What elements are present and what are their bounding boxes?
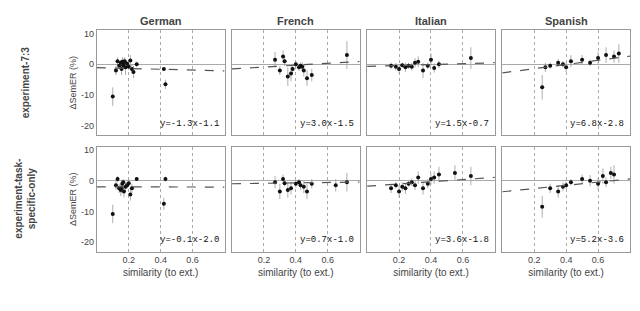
svg-text:similarity (to ext.): similarity (to ext.): [393, 267, 469, 278]
svg-text:0.6: 0.6: [186, 255, 199, 265]
svg-text:0.2: 0.2: [393, 255, 406, 265]
svg-text:y=0.7x-1.0: y=0.7x-1.0: [300, 235, 354, 245]
svg-text:10: 10: [84, 29, 94, 39]
svg-text:ΔSemER (%): ΔSemER (%): [68, 172, 78, 226]
svg-text:similarity (to ext.): similarity (to ext.): [123, 267, 199, 278]
svg-text:y=1.5x-0.7: y=1.5x-0.7: [435, 119, 489, 129]
svg-text:0.2: 0.2: [528, 255, 541, 265]
svg-text:0.2: 0.2: [258, 255, 271, 265]
svg-text:German: German: [140, 15, 182, 27]
svg-text:y=-1.3x-1.1: y=-1.3x-1.1: [160, 119, 219, 129]
svg-text:y=-0.1x-2.0: y=-0.1x-2.0: [160, 235, 219, 245]
svg-text:-10: -10: [81, 90, 94, 100]
svg-text:experiment-7:3: experiment-7:3: [20, 47, 31, 119]
svg-text:0.2: 0.2: [122, 255, 135, 265]
svg-text:0.6: 0.6: [457, 255, 470, 265]
svg-text:0.4: 0.4: [425, 255, 438, 265]
svg-text:0.4: 0.4: [560, 255, 573, 265]
svg-text:0: 0: [89, 59, 94, 69]
svg-text:similarity (to ext.): similarity (to ext.): [528, 267, 604, 278]
svg-text:similarity (to ext.): similarity (to ext.): [258, 267, 334, 278]
svg-text:y=5.2x-3.6: y=5.2x-3.6: [570, 235, 624, 245]
svg-text:French: French: [277, 15, 314, 27]
svg-text:-20: -20: [81, 121, 94, 131]
svg-text:10: 10: [84, 145, 94, 155]
svg-text:experiment-task-specific-only: experiment-task-specific-only: [13, 159, 37, 239]
svg-text:-20: -20: [81, 237, 94, 247]
svg-text:0.6: 0.6: [321, 255, 334, 265]
svg-text:y=6.8x-2.8: y=6.8x-2.8: [570, 119, 624, 129]
svg-text:0.4: 0.4: [154, 255, 167, 265]
svg-text:ΔSemER (%): ΔSemER (%): [68, 56, 78, 110]
svg-text:0: 0: [89, 176, 94, 186]
svg-text:-10: -10: [81, 207, 94, 217]
svg-text:y=3.6x-1.8: y=3.6x-1.8: [435, 235, 489, 245]
svg-text:y=3.0x-1.5: y=3.0x-1.5: [300, 119, 354, 129]
svg-text:0.6: 0.6: [592, 255, 605, 265]
svg-text:Italian: Italian: [415, 15, 447, 27]
svg-text:0.4: 0.4: [290, 255, 303, 265]
svg-text:Spanish: Spanish: [545, 15, 588, 27]
